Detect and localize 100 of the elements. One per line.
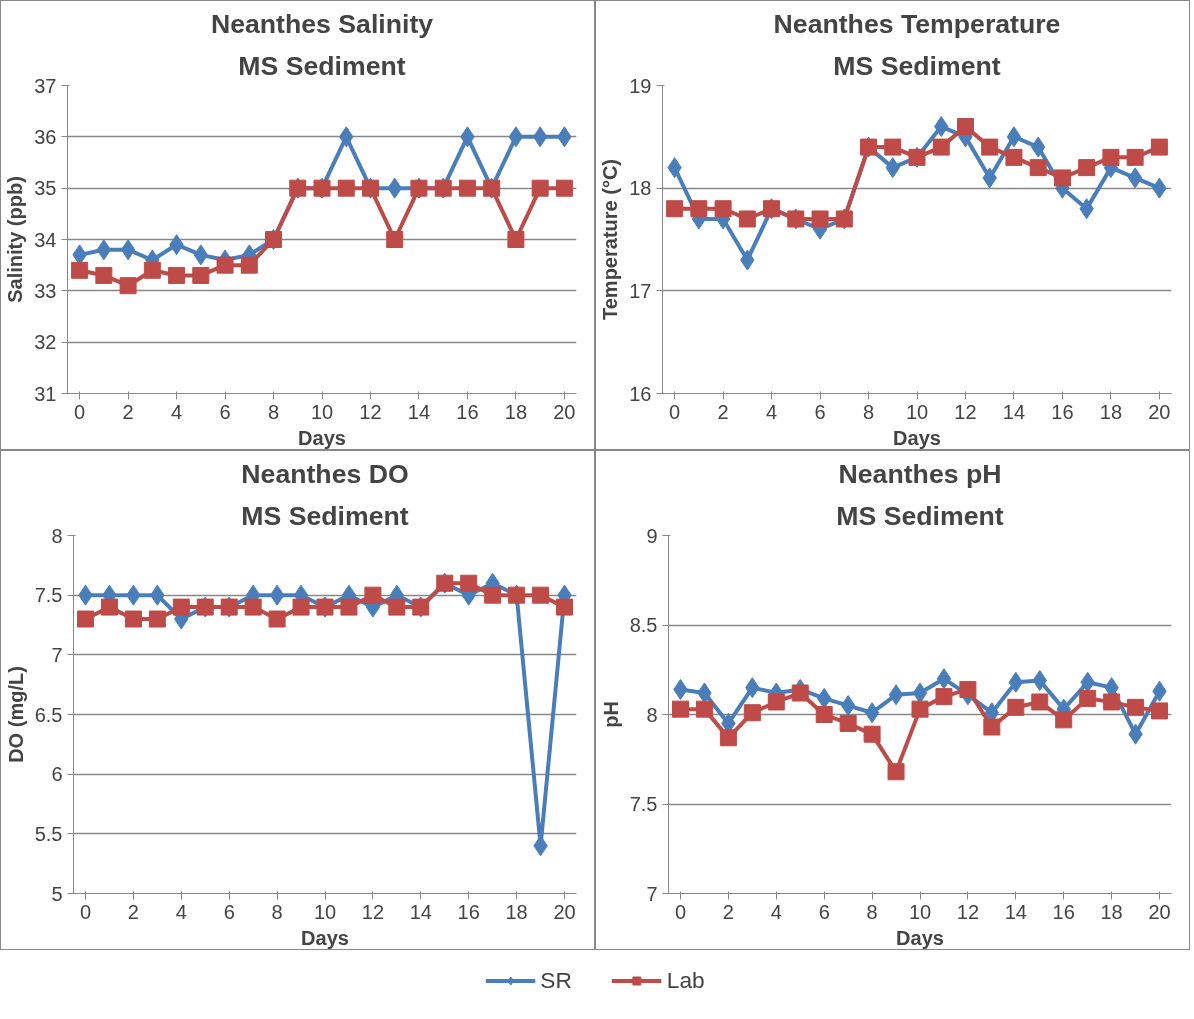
point — [1055, 711, 1073, 729]
point — [811, 210, 829, 228]
point — [1005, 148, 1023, 166]
x-tick-label: 16 — [457, 900, 480, 923]
point — [1029, 159, 1047, 177]
point — [714, 200, 732, 218]
y-tick-label: 8.5 — [629, 614, 658, 636]
x-tick-label: 16 — [1051, 400, 1074, 423]
x-tick-label: 4 — [171, 400, 183, 423]
y-tick-label: 17 — [629, 279, 652, 302]
point — [364, 586, 382, 604]
point — [337, 179, 355, 197]
x-axis-title: Days — [298, 426, 346, 449]
point — [1102, 148, 1120, 166]
x-tick-label: 16 — [456, 400, 479, 423]
x-tick-label: 20 — [1148, 400, 1171, 423]
point — [192, 266, 210, 284]
y-tick-label: 36 — [34, 125, 57, 148]
y-tick-label: 7.5 — [629, 793, 658, 815]
x-tick-label: 10 — [908, 900, 932, 923]
point — [791, 684, 809, 702]
point — [143, 261, 161, 279]
point — [1151, 702, 1169, 720]
point — [1150, 138, 1168, 156]
x-tick-label: 0 — [674, 900, 687, 923]
point — [887, 763, 905, 781]
point — [767, 693, 785, 711]
point — [981, 138, 999, 156]
point — [120, 239, 136, 261]
point — [172, 598, 190, 616]
chart-subtitle: MS Sediment — [238, 50, 406, 81]
point — [532, 586, 550, 604]
x-tick-label: 18 — [1100, 900, 1123, 923]
point — [956, 118, 974, 136]
x-tick-label: 18 — [1099, 400, 1123, 423]
x-tick-label: 2 — [122, 400, 134, 423]
x-tick-label: 10 — [905, 400, 929, 423]
point — [888, 684, 904, 706]
point — [388, 598, 406, 616]
y-tick-label: 9 — [646, 524, 658, 547]
point — [695, 700, 713, 718]
x-tick-label: 6 — [814, 400, 826, 423]
x-tick-label: 8 — [267, 400, 280, 423]
x-tick-label: 14 — [1002, 400, 1026, 423]
y-tick-label: 35 — [34, 177, 57, 200]
y-tick-label: 19 — [629, 74, 652, 97]
point — [507, 231, 525, 248]
chart-title: Neanthes pH — [838, 458, 1002, 489]
y-tick-label: 37 — [34, 74, 57, 97]
point — [864, 702, 880, 724]
x-tick-label: 8 — [271, 900, 283, 923]
y-axis-title: Temperature (°C) — [599, 158, 622, 320]
x-tick-label: 4 — [770, 900, 782, 923]
point — [666, 200, 684, 218]
x-tick-label: 0 — [79, 900, 92, 923]
x-tick-label: 6 — [818, 900, 830, 923]
x-tick-label: 14 — [1004, 900, 1027, 923]
x-tick-label: 0 — [669, 400, 681, 423]
point — [531, 179, 549, 197]
point — [1127, 167, 1143, 189]
point — [1007, 698, 1025, 716]
y-tick-label: 7.5 — [34, 584, 63, 607]
point — [76, 610, 94, 628]
y-tick-label: 34 — [34, 228, 57, 251]
x-tick-label: 12 — [956, 900, 980, 923]
y-tick-label: 6.5 — [34, 703, 63, 726]
y-axis-title: pH — [599, 701, 622, 728]
y-axis-title: DO (mg/L) — [4, 666, 27, 763]
x-axis-title: Days — [301, 926, 349, 949]
legend-label: Lab — [666, 966, 705, 994]
point — [1103, 693, 1121, 711]
point — [719, 729, 737, 747]
point — [839, 714, 857, 732]
point — [863, 725, 881, 743]
point — [884, 138, 902, 156]
point — [124, 610, 142, 628]
point — [555, 179, 573, 197]
point — [983, 718, 1001, 736]
x-tick-label: 2 — [717, 400, 729, 423]
chart-subtitle: MS Sediment — [836, 500, 1004, 531]
point — [1031, 693, 1049, 711]
point — [484, 586, 502, 604]
x-axis-title: Days — [896, 926, 944, 949]
point — [119, 277, 137, 295]
point — [96, 239, 112, 261]
x-tick-label: 6 — [219, 400, 231, 423]
point — [690, 200, 708, 218]
x-tick-label: 10 — [313, 900, 337, 923]
x-axis-title: Days — [893, 426, 941, 449]
point — [95, 266, 113, 284]
point — [671, 700, 689, 718]
x-tick-label: 18 — [505, 900, 528, 923]
x-tick-label: 18 — [504, 400, 528, 423]
x-tick-label: 16 — [1052, 900, 1075, 923]
y-tick-label: 5.5 — [34, 822, 63, 845]
point — [932, 138, 950, 156]
point — [100, 598, 118, 616]
x-tick-label: 20 — [553, 900, 576, 923]
point — [71, 261, 89, 279]
y-tick-label: 6 — [51, 763, 63, 786]
